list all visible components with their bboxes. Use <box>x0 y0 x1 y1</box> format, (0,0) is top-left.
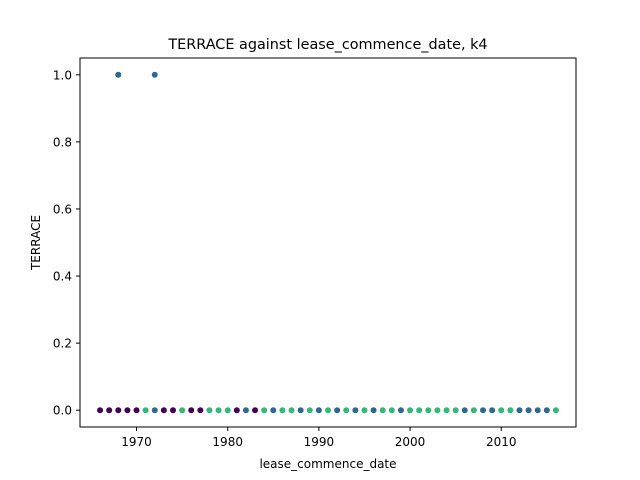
data-point <box>261 407 268 414</box>
data-point <box>106 407 113 414</box>
data-point <box>461 407 468 414</box>
x-axis-ticks: 1970 1980 1990 2000 2010 <box>121 427 517 449</box>
data-point <box>443 407 450 414</box>
data-point <box>388 407 395 414</box>
x-tick-label: 2000 <box>395 435 426 449</box>
data-point <box>115 71 122 78</box>
chart-title: TERRACE against lease_commence_date, k4 <box>167 37 487 53</box>
y-tick-label: 0.4 <box>53 270 72 284</box>
data-point <box>498 407 505 414</box>
y-tick-label: 0.8 <box>53 135 72 149</box>
y-tick-label: 0.0 <box>53 404 72 418</box>
data-point <box>242 407 249 414</box>
x-tick-label: 1970 <box>121 435 152 449</box>
points-layer <box>97 71 559 414</box>
data-point <box>343 407 350 414</box>
data-point <box>306 407 313 414</box>
plot-area-frame <box>79 57 577 428</box>
data-point <box>142 407 149 414</box>
data-point <box>224 407 231 414</box>
data-point <box>215 407 222 414</box>
data-point <box>270 407 277 414</box>
y-axis-ticks: 0.0 0.2 0.4 0.6 0.8 1.0 <box>53 68 80 418</box>
y-tick-label: 0.2 <box>53 337 72 351</box>
data-point <box>160 407 167 414</box>
data-point <box>516 407 523 414</box>
data-point <box>179 407 186 414</box>
data-point <box>379 407 386 414</box>
data-point <box>170 407 176 414</box>
data-point <box>361 407 368 414</box>
x-tick-label: 2010 <box>486 435 517 449</box>
data-point <box>507 407 514 414</box>
data-point <box>489 407 496 414</box>
data-point <box>133 407 140 414</box>
y-axis-title: TERRACE <box>29 215 43 271</box>
data-point <box>124 407 131 414</box>
data-point <box>325 407 331 414</box>
data-point <box>552 407 559 414</box>
data-point <box>543 407 550 414</box>
data-point <box>525 407 532 414</box>
data-point <box>252 407 259 414</box>
data-point <box>97 407 104 414</box>
data-point <box>151 71 158 78</box>
data-point <box>452 407 459 414</box>
x-tick-label: 1990 <box>304 435 335 449</box>
data-point <box>434 407 441 414</box>
data-point <box>297 407 304 414</box>
data-point <box>188 407 195 414</box>
data-point <box>151 407 158 414</box>
data-point <box>233 407 240 414</box>
data-point <box>352 407 359 414</box>
data-point <box>206 407 213 414</box>
data-point <box>279 407 286 414</box>
data-point <box>288 407 295 414</box>
x-tick-label: 1980 <box>212 435 243 449</box>
data-point <box>397 407 404 414</box>
data-point <box>334 407 341 414</box>
data-point <box>425 407 432 414</box>
data-point <box>315 407 322 414</box>
data-point <box>416 407 423 414</box>
y-tick-label: 1.0 <box>53 68 72 82</box>
data-point <box>115 407 122 414</box>
data-point <box>480 407 486 414</box>
data-point <box>407 407 414 414</box>
data-point <box>534 407 541 414</box>
data-point <box>470 407 477 414</box>
data-point <box>370 407 377 414</box>
x-axis-title: lease_commence_date <box>259 457 396 471</box>
data-point <box>197 407 204 414</box>
y-tick-label: 0.6 <box>53 202 72 216</box>
